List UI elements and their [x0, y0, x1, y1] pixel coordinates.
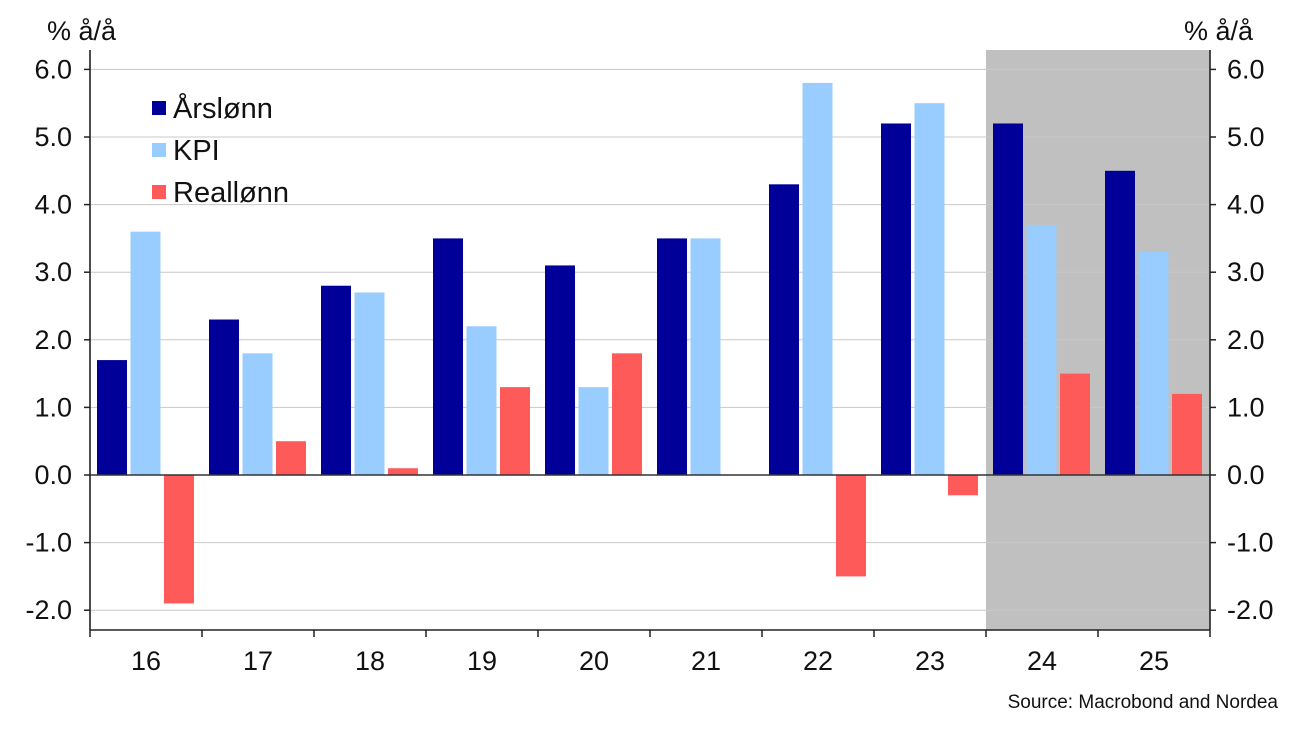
source-note: Source: Macrobond and Nordea [1008, 692, 1279, 713]
y-axis-unit-right: % å/å [1184, 16, 1254, 46]
x-tick-label: 17 [243, 646, 273, 676]
bar-Årslønn-20 [545, 265, 575, 475]
legend-label-Årslønn: Årslønn [173, 92, 273, 125]
bar-Årslønn-22 [769, 184, 799, 475]
bar-Årslønn-25 [1105, 170, 1135, 476]
x-tick-label: 16 [131, 646, 161, 676]
bar-KPI-19 [466, 326, 497, 475]
bar-Årslønn-19 [433, 238, 463, 475]
y-tick-label-right: 1.0 [1227, 392, 1265, 422]
y-tick-label-left: 0.0 [34, 460, 72, 490]
axes: -2.0 -2.0 -1.0 -1.0 0.0 0.0 1.0 1.0 2.0 2.0 3.0 3.0… [25, 50, 1274, 676]
x-tick-label: 22 [803, 646, 833, 676]
bar-Reallønn-19 [500, 387, 530, 475]
bar-Reallønn-20 [612, 353, 642, 475]
y-tick-label-left: 4.0 [34, 190, 72, 220]
x-tick-label: 19 [467, 646, 497, 676]
y-tick-label-right: 5.0 [1227, 122, 1265, 152]
bar-Reallønn-17 [276, 441, 306, 475]
y-tick-label-right: 6.0 [1227, 54, 1265, 84]
bar-KPI-23 [914, 103, 945, 475]
bar-KPI-24 [1026, 224, 1057, 475]
y-tick-label-right: 2.0 [1227, 325, 1265, 355]
bar-Årslønn-16 [97, 360, 127, 475]
x-tick-label: 18 [355, 646, 385, 676]
bar-Reallønn-25 [1172, 393, 1202, 475]
bar-KPI-25 [1138, 251, 1169, 475]
legend-swatch-Reallønn [152, 185, 166, 199]
bar-Reallønn-16 [164, 475, 194, 604]
bar-Årslønn-24 [993, 123, 1023, 475]
bars [97, 82, 1202, 604]
y-tick-label-right: 4.0 [1227, 190, 1265, 220]
bar-KPI-20 [578, 387, 609, 475]
x-tick-label: 25 [1139, 646, 1169, 676]
y-tick-label-right: 3.0 [1227, 257, 1265, 287]
bar-Reallønn-22 [836, 475, 866, 577]
y-axis-unit-left: % å/å [47, 16, 117, 46]
bar-Årslønn-17 [209, 319, 239, 475]
y-tick-label-right: -1.0 [1227, 528, 1274, 558]
legend-label-Reallønn: Reallønn [173, 177, 289, 209]
legend: Årslønn KPI Reallønn [152, 92, 289, 209]
y-tick-label-left: -1.0 [25, 528, 72, 558]
y-tick-label-left: 5.0 [34, 122, 72, 152]
bar-Reallønn-24 [1060, 373, 1090, 475]
bar-Reallønn-18 [388, 468, 418, 475]
x-tick-label: 23 [915, 646, 945, 676]
bar-KPI-22 [802, 82, 833, 476]
legend-swatch-KPI [152, 143, 166, 157]
y-tick-label-left: -2.0 [25, 595, 72, 625]
bar-KPI-16 [130, 231, 161, 475]
bar-Reallønn-23 [948, 475, 978, 496]
y-tick-label-left: 6.0 [34, 54, 72, 84]
y-tick-label-left: 3.0 [34, 257, 72, 287]
y-tick-label-right: -2.0 [1227, 595, 1274, 625]
bar-KPI-18 [354, 292, 385, 475]
x-tick-label: 20 [579, 646, 609, 676]
y-tick-label-left: 1.0 [34, 392, 72, 422]
legend-swatch-Årslønn [152, 101, 166, 115]
x-tick-label: 24 [1027, 646, 1057, 676]
y-tick-label-right: 0.0 [1227, 460, 1265, 490]
bar-KPI-21 [690, 238, 721, 475]
bar-Årslønn-23 [881, 123, 911, 475]
y-tick-label-left: 2.0 [34, 325, 72, 355]
bar-Årslønn-18 [321, 285, 351, 475]
bar-KPI-17 [242, 353, 273, 475]
x-tick-label: 21 [691, 646, 721, 676]
bar-Årslønn-21 [657, 238, 687, 475]
legend-label-KPI: KPI [173, 135, 220, 167]
gridlines [90, 68, 1210, 611]
